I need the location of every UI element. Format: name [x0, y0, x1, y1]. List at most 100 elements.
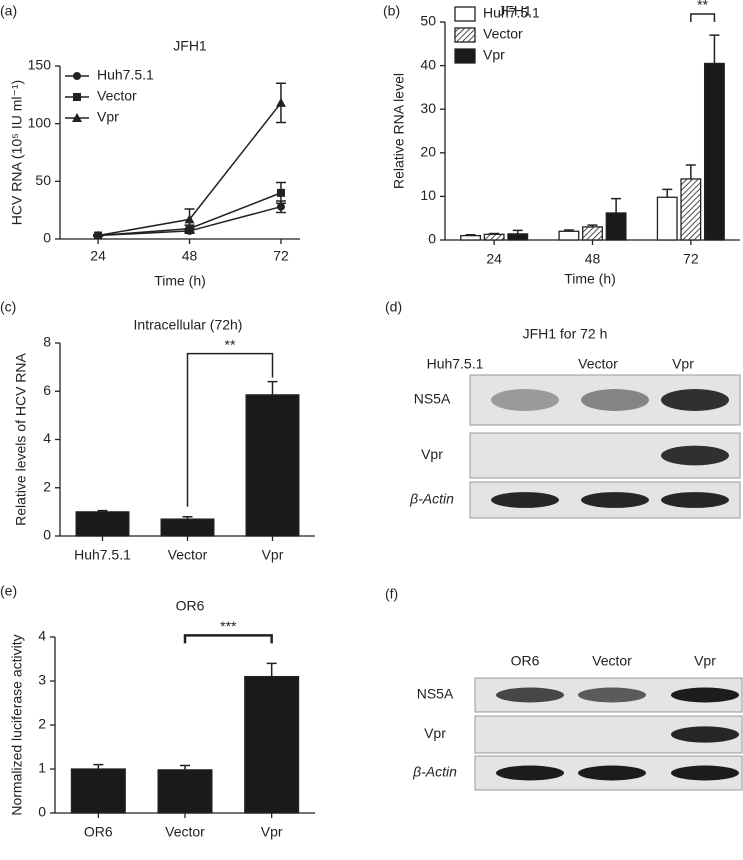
x-tick-label: Vector — [168, 547, 208, 563]
blot-band — [491, 492, 559, 508]
blot-band — [661, 445, 729, 466]
blot-title: JFH1 for 72 h — [523, 326, 608, 342]
y-tick-label: 1 — [38, 760, 46, 776]
x-tick-label: 48 — [182, 248, 198, 264]
marker — [276, 188, 285, 197]
legend-label: Vector — [483, 26, 523, 42]
legend-swatch — [454, 48, 476, 64]
x-tick-label: Vpr — [261, 824, 283, 840]
row-label: Vpr — [421, 446, 443, 462]
y-tick-label: 6 — [43, 382, 51, 398]
y-tick-label: 0 — [43, 230, 51, 246]
y-tick-label: 0 — [43, 527, 51, 543]
chart-title: JFH1 — [173, 38, 207, 54]
panel-label: (a) — [0, 3, 17, 19]
x-tick-label: 48 — [585, 251, 601, 267]
blot-band — [496, 687, 564, 703]
blot-band — [671, 726, 739, 743]
x-tick-label: Vpr — [262, 547, 284, 563]
significance-bracket — [186, 352, 274, 507]
significance-label: ** — [697, 0, 708, 13]
marker — [276, 202, 285, 211]
blot-band — [581, 389, 649, 411]
chart-title: Intracellular (72h) — [134, 317, 243, 333]
blot-band — [581, 492, 649, 508]
row-label: NS5A — [414, 391, 451, 407]
y-tick-label: 20 — [420, 144, 436, 160]
lane-label: Vpr — [694, 653, 716, 669]
row-label: NS5A — [417, 686, 454, 702]
bar — [507, 233, 529, 241]
blot-band — [671, 687, 739, 703]
marker — [93, 230, 104, 240]
bar — [157, 769, 213, 814]
marker — [184, 214, 195, 224]
panel-label: (c) — [0, 299, 16, 315]
y-tick-label: 3 — [38, 672, 46, 688]
panel-label: (f) — [385, 586, 398, 602]
legend-marker — [73, 72, 81, 80]
lane-label: Vector — [578, 356, 618, 372]
blot-band — [661, 389, 729, 411]
bar — [245, 394, 300, 537]
legend-label: Vector — [97, 88, 137, 104]
y-tick-label: 150 — [28, 57, 52, 73]
bar — [605, 212, 627, 241]
chart-title: OR6 — [176, 598, 205, 614]
y-axis-label: Relative levels of HCV RNA — [13, 352, 29, 525]
panel-label: (e) — [0, 583, 17, 599]
bar — [703, 62, 725, 241]
lane-label: Huh7.5.1 — [427, 356, 484, 372]
blot-band — [578, 765, 646, 781]
x-tick-label: 24 — [90, 248, 106, 264]
y-tick-label: 30 — [420, 100, 436, 116]
error-bar — [709, 34, 720, 64]
y-tick-label: 4 — [38, 628, 46, 644]
error-bar — [93, 763, 104, 769]
y-axis-label: Relative RNA level — [391, 73, 407, 189]
significance-label: *** — [220, 618, 237, 634]
legend-marker — [72, 113, 82, 122]
row-label: β-Actin — [412, 764, 457, 780]
x-tick-label: Huh7.5.1 — [74, 547, 131, 563]
error-bar — [180, 764, 190, 770]
row-label: β-Actin — [409, 491, 454, 507]
blot-band — [578, 687, 646, 703]
row-label: Vpr — [424, 725, 446, 741]
legend-swatch — [454, 6, 476, 22]
legend-swatch — [454, 27, 476, 43]
error-bar — [662, 188, 673, 198]
x-axis-label: Time (h) — [154, 273, 206, 289]
blot-band — [496, 765, 564, 781]
significance-label: ** — [225, 336, 236, 352]
y-tick-label: 4 — [43, 430, 51, 446]
panel-label: (d) — [385, 299, 402, 315]
blot-band — [661, 492, 729, 508]
y-tick-label: 100 — [28, 114, 52, 130]
bar — [680, 178, 702, 241]
significance-bracket — [690, 13, 716, 22]
y-axis-label: HCV RNA (10⁵ IU ml⁻¹) — [9, 80, 25, 225]
y-tick-label: 8 — [43, 334, 51, 350]
y-tick-label: 2 — [38, 716, 46, 732]
error-bar — [267, 380, 278, 395]
bar — [70, 768, 126, 814]
lane-label: OR6 — [511, 653, 540, 669]
bar — [558, 230, 580, 241]
y-tick-label: 2 — [43, 478, 51, 494]
x-tick-label: 72 — [273, 248, 289, 264]
bar — [160, 518, 215, 537]
bar — [656, 196, 678, 241]
blot-band — [671, 765, 739, 781]
legend-label: Huh7.5.1 — [483, 5, 540, 21]
x-tick-label: 72 — [683, 251, 699, 267]
y-tick-label: 10 — [420, 187, 436, 203]
y-axis-label: Normalized luciferase activity — [9, 634, 25, 815]
error-bar — [266, 662, 277, 677]
legend-marker — [73, 93, 81, 101]
error-bar — [685, 164, 696, 179]
y-tick-label: 40 — [420, 56, 436, 72]
legend-label: Huh7.5.1 — [97, 67, 154, 83]
marker — [275, 97, 286, 107]
